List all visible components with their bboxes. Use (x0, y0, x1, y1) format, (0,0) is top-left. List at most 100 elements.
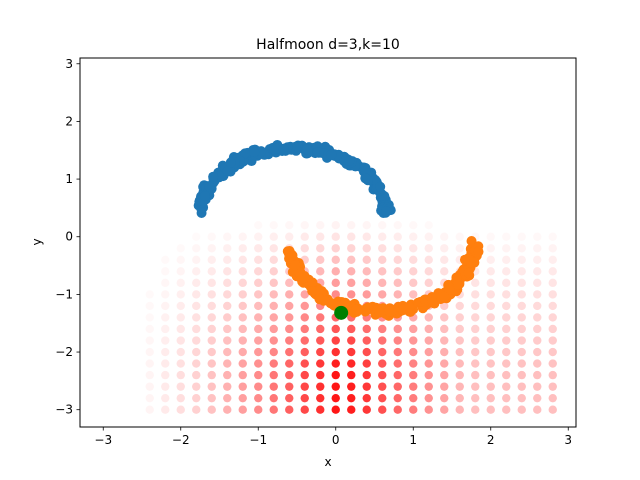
heatmap-point (192, 347, 201, 357)
heatmap-point (285, 290, 294, 299)
heatmap-point (486, 301, 495, 311)
class1-point (360, 306, 371, 317)
heatmap-point (238, 393, 247, 403)
class0-point (326, 149, 337, 160)
class0-point (302, 144, 313, 155)
heatmap-point (331, 255, 340, 264)
heatmap-point (254, 324, 263, 334)
heatmap-point (223, 301, 232, 311)
axis-ticks: −3 −2 −1 0 1 2 3 −3 −2 −1 0 1 2 3 (55, 57, 572, 447)
heatmap-point (517, 359, 526, 368)
heatmap-point (455, 347, 464, 357)
heatmap-point (548, 255, 557, 264)
heatmap-point (533, 347, 542, 357)
heatmap-point (176, 313, 185, 322)
class1-point (404, 301, 415, 312)
heatmap-point (269, 232, 278, 241)
heatmap-point (362, 290, 371, 299)
x-tick-label: 1 (409, 433, 417, 447)
heatmap-point (207, 324, 216, 334)
class1-point (351, 304, 362, 315)
x-axis-label: x (324, 455, 331, 469)
heatmap-point (517, 255, 526, 264)
heatmap-point (300, 301, 309, 311)
heatmap-point (486, 336, 495, 345)
heatmap-point (192, 382, 201, 391)
query-point (334, 305, 349, 320)
heatmap-point (424, 324, 433, 334)
class1-point (473, 246, 484, 257)
heatmap-point (409, 267, 418, 276)
heatmap-point (424, 255, 433, 264)
heatmap-point (347, 278, 356, 288)
heatmap-point (161, 313, 170, 322)
heatmap-point (223, 267, 232, 276)
heatmap-point (409, 290, 418, 299)
heatmap-point (471, 393, 480, 403)
heatmap-point (471, 382, 480, 391)
heatmap-point (455, 336, 464, 345)
y-tick-label: 1 (65, 172, 73, 186)
heatmap-point (176, 336, 185, 345)
heatmap-point (223, 405, 232, 414)
heatmap-point (207, 301, 216, 311)
heatmap-point (440, 313, 449, 322)
heatmap-point (363, 221, 371, 229)
heatmap-point (440, 359, 449, 368)
heatmap-point (440, 267, 449, 276)
heatmap-point (533, 267, 542, 276)
heatmap-point (192, 336, 201, 345)
heatmap-point (347, 347, 356, 357)
heatmap-point (269, 347, 278, 357)
heatmap-point (331, 244, 340, 253)
heatmap-point (548, 405, 557, 414)
heatmap-point (533, 278, 542, 288)
heatmap-point (254, 336, 263, 345)
heatmap-point (471, 347, 480, 357)
heatmap-point (409, 405, 418, 414)
x-tick-label: 0 (332, 433, 340, 447)
heatmap-point (548, 324, 557, 334)
heatmap-point (533, 359, 542, 368)
heatmap-point (269, 393, 278, 403)
heatmap-point (254, 301, 263, 311)
heatmap-point (424, 267, 433, 276)
heatmap-point (502, 313, 511, 322)
heatmap-point (533, 301, 542, 311)
heatmap-point (223, 370, 232, 380)
heatmap-point (285, 382, 294, 391)
heatmap-point (440, 244, 449, 253)
class1-point (466, 235, 477, 246)
heatmap-point (285, 301, 294, 311)
heatmap-point (393, 244, 402, 253)
heatmap-point (378, 370, 387, 380)
heatmap-point (331, 267, 340, 276)
heatmap-point (347, 290, 356, 299)
heatmap-point (207, 359, 216, 368)
heatmap-point (285, 232, 294, 241)
x-tick-label: −1 (249, 433, 267, 447)
heatmap-point (393, 370, 402, 380)
heatmap-point (161, 359, 170, 368)
heatmap-point (270, 221, 278, 229)
heatmap-point (409, 382, 418, 391)
heatmap-point (238, 405, 247, 414)
heatmap-point (548, 278, 557, 288)
heatmap-point (502, 347, 511, 357)
heatmap-point (517, 347, 526, 357)
heatmap-point (471, 359, 480, 368)
heatmap-point (331, 290, 340, 299)
heatmap-point (502, 278, 511, 288)
class1-point (444, 284, 455, 295)
heatmap-point (161, 290, 170, 299)
heatmap-point (424, 393, 433, 403)
heatmap-point (440, 336, 449, 345)
heatmap-point (300, 313, 309, 322)
heatmap-point (176, 405, 185, 414)
heatmap-point (502, 255, 511, 264)
heatmap-point (440, 405, 449, 414)
class1-point (384, 306, 395, 317)
heatmap-point (316, 232, 325, 241)
heatmap-point (300, 405, 309, 414)
